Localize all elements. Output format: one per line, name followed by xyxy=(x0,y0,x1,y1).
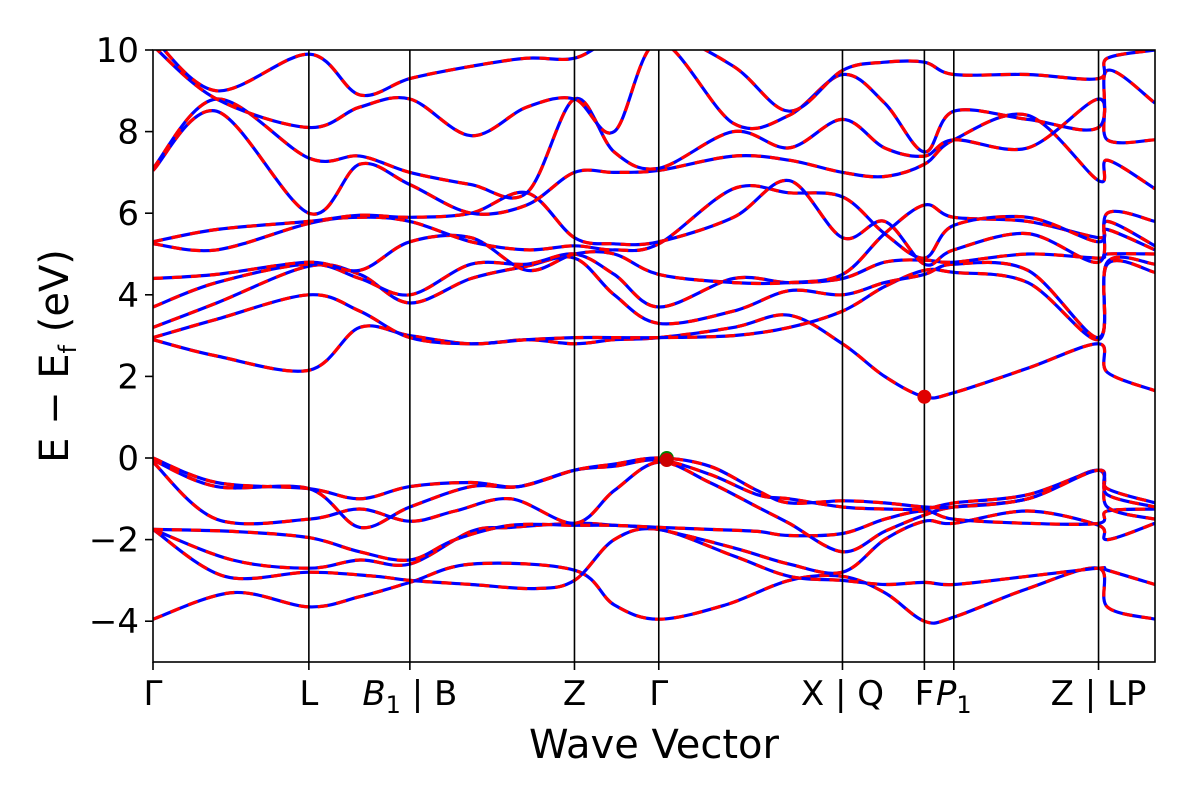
x-tick-label-2: L xyxy=(299,674,318,714)
extrema-markers xyxy=(659,389,932,468)
band-13-dashed-line xyxy=(153,183,1155,260)
band-1-dashed-line xyxy=(153,561,1155,625)
y-tick-label-7: −2 xyxy=(89,521,139,561)
x-axis-ticks: Γ L B1 | B Z Γ X | Q F P1 Z | LP xyxy=(144,662,1147,719)
band-11-dashed-line xyxy=(153,252,1155,309)
band-6-solid-line xyxy=(153,458,1155,530)
band-9-dashed-line xyxy=(153,258,1155,346)
band-4-dashed-line xyxy=(153,507,1155,562)
x-axis-title: Wave Vector xyxy=(529,722,780,768)
extremum-marker-3 xyxy=(917,389,932,404)
x-tick-label-5: Γ xyxy=(649,674,668,714)
y-axis-title-unit: (eV) xyxy=(32,249,78,345)
band-8-dashed-line xyxy=(153,313,1155,400)
band-15-dashed-line xyxy=(153,109,1155,216)
bands-layer xyxy=(153,50,1155,625)
x-tick-label-3: B1 | B xyxy=(362,674,457,719)
extremum-marker-2 xyxy=(659,453,674,468)
band-18-solid-line xyxy=(162,50,1155,113)
x-tick-label-8: P1 xyxy=(936,674,972,719)
y-tick-label-2: 8 xyxy=(117,113,139,153)
kpoint-dividers xyxy=(308,50,1100,662)
x-tick-label-9: Z | LP xyxy=(1051,674,1147,714)
y-tick-label-1: 10 xyxy=(96,31,139,71)
plot-frame xyxy=(152,49,1156,663)
band-3-dashed-line xyxy=(153,509,1155,575)
x-tick-label-4: Z xyxy=(563,674,586,714)
y-axis-ticks: 10 8 6 4 2 0 −2 −4 xyxy=(89,31,153,642)
y-tick-label-3: 6 xyxy=(117,194,139,234)
x-tick-label-6: X | Q xyxy=(801,674,884,714)
y-tick-label-4: 4 xyxy=(117,276,139,316)
y-axis-title-sub: f xyxy=(54,344,82,353)
band-7-dashed-line xyxy=(153,456,1155,510)
band-5-dashed-line xyxy=(153,460,1155,554)
band-12-solid-line xyxy=(153,203,1155,286)
x-tick-label-1: Γ xyxy=(144,674,163,714)
band-14-dashed-line xyxy=(153,178,1155,267)
band-16-dashed-line xyxy=(153,96,1155,200)
band-2-dashed-line xyxy=(153,527,1155,591)
y-axis-title: E − Ef (eV) xyxy=(32,249,82,463)
y-axis-title-main: E − E xyxy=(32,353,78,463)
y-tick-label-6: 0 xyxy=(117,439,139,479)
y-tick-label-8: −4 xyxy=(89,602,139,642)
band-10-solid-line xyxy=(153,255,1155,340)
x-tick-label-7: F xyxy=(915,674,935,714)
y-tick-label-5: 2 xyxy=(117,357,139,397)
band-17-dashed-line xyxy=(155,50,1155,154)
